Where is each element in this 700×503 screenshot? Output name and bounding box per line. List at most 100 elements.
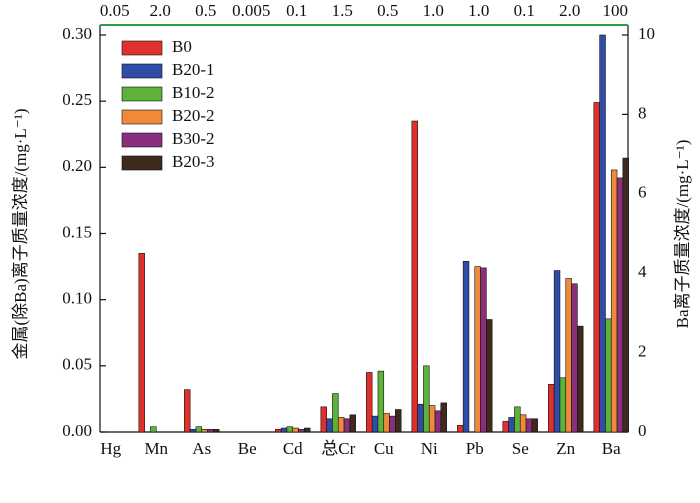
bar xyxy=(486,319,493,433)
bar xyxy=(298,429,305,433)
bar xyxy=(207,429,214,433)
bar xyxy=(480,267,487,433)
limit-label: 0.05 xyxy=(100,1,130,20)
legend-swatch xyxy=(121,132,163,148)
limit-label: 1.0 xyxy=(423,1,444,20)
limit-label: 100 xyxy=(603,1,629,20)
x-tick-label: Mn xyxy=(144,439,168,458)
bar xyxy=(189,429,197,433)
limit-label: 0.005 xyxy=(232,1,270,20)
limit-label: 0.5 xyxy=(377,1,398,20)
bar xyxy=(508,417,515,433)
bar xyxy=(565,278,572,433)
bar xyxy=(395,409,402,433)
x-tick-label: Pb xyxy=(466,439,484,458)
legend-swatch xyxy=(121,155,163,171)
x-tick-label: Se xyxy=(512,439,529,458)
y-tick-label: 0.00 xyxy=(62,421,92,440)
legend-swatch xyxy=(121,40,163,56)
y2-axis-label: Ba离子质量浓度/(mg·L⁻¹) xyxy=(673,140,692,329)
y-tick-label: 0.10 xyxy=(62,289,92,308)
y-tick-label: 0.05 xyxy=(62,355,92,374)
bar xyxy=(320,406,327,433)
bar xyxy=(428,405,436,433)
y2-tick-label: 8 xyxy=(638,103,647,122)
bar xyxy=(349,414,356,433)
bar xyxy=(201,429,208,433)
bar xyxy=(377,370,385,433)
bar xyxy=(519,414,527,433)
bar xyxy=(457,425,464,433)
bar xyxy=(411,120,418,433)
bar xyxy=(389,415,396,433)
bar xyxy=(616,177,624,433)
bar xyxy=(366,372,373,433)
bar xyxy=(474,266,481,433)
bar xyxy=(462,260,470,433)
bar xyxy=(292,427,299,433)
bar xyxy=(571,283,578,433)
x-tick-label: Cd xyxy=(283,439,303,458)
y-tick-label: 0.15 xyxy=(62,222,92,241)
x-tick-label: Ni xyxy=(421,439,438,458)
bar xyxy=(531,418,538,433)
x-tick-label: Be xyxy=(238,439,257,458)
bar xyxy=(332,393,339,433)
x-tick-label: Hg xyxy=(100,439,121,458)
limit-label: 1.5 xyxy=(332,1,353,20)
limit-label: 1.0 xyxy=(468,1,489,20)
bar xyxy=(371,415,379,433)
bar xyxy=(622,157,629,433)
limit-label: 0.5 xyxy=(195,1,216,20)
legend-label: B0 xyxy=(172,37,192,56)
limit-label: 2.0 xyxy=(150,1,171,20)
bar xyxy=(514,406,521,433)
bar xyxy=(286,426,294,433)
x-tick-label: 总Cr xyxy=(321,439,355,458)
legend-swatch xyxy=(121,63,163,79)
bar xyxy=(548,384,555,433)
legend-swatch xyxy=(121,109,163,125)
legend-label: B20-2 xyxy=(172,106,215,125)
x-tick-label: Cu xyxy=(374,439,394,458)
y-tick-label: 0.30 xyxy=(62,24,92,43)
bar xyxy=(343,418,351,433)
bar xyxy=(525,418,533,433)
x-tick-label: Ba xyxy=(602,439,621,458)
limit-label: 0.1 xyxy=(286,1,307,20)
x-tick-label: Zn xyxy=(556,439,575,458)
y2-tick-label: 10 xyxy=(638,24,655,43)
legend-label: B20-1 xyxy=(172,60,215,79)
x-tick-label: As xyxy=(192,439,211,458)
y2-tick-label: 6 xyxy=(638,183,647,202)
bar xyxy=(605,318,612,433)
bar xyxy=(383,413,390,433)
bar xyxy=(559,377,567,433)
legend-swatch xyxy=(121,86,163,102)
y2-tick-label: 4 xyxy=(638,262,647,281)
bar xyxy=(553,270,561,433)
bar xyxy=(502,421,509,433)
bar xyxy=(304,427,311,433)
y-tick-label: 0.25 xyxy=(62,90,92,109)
bar xyxy=(138,253,145,433)
bar xyxy=(275,429,282,433)
legend-label: B10-2 xyxy=(172,83,215,102)
y2-tick-label: 2 xyxy=(638,342,647,361)
bar xyxy=(195,426,203,433)
bar xyxy=(150,426,157,433)
bar xyxy=(440,402,447,433)
bar xyxy=(434,410,442,433)
legend-label: B30-2 xyxy=(172,129,215,148)
bar xyxy=(599,34,606,433)
bar xyxy=(337,417,345,433)
limit-label: 2.0 xyxy=(559,1,580,20)
bar xyxy=(610,169,618,433)
legend-label: B20-3 xyxy=(172,152,215,171)
bar xyxy=(577,325,584,433)
bar xyxy=(326,418,333,433)
bar xyxy=(417,403,424,433)
bar xyxy=(184,389,191,433)
bar xyxy=(593,102,600,433)
